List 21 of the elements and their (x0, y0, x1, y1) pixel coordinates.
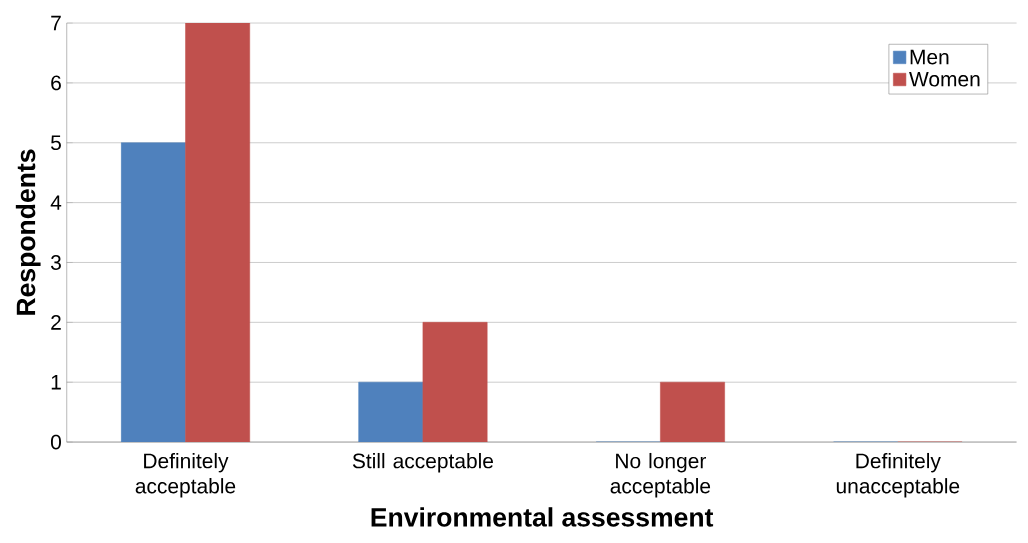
x-tick-label: Still acceptable (352, 453, 493, 473)
x-tick-label: No longer acceptable (610, 453, 711, 498)
bar (660, 382, 725, 443)
y-tick-label: 5 (51, 135, 61, 151)
y-tick-label: 3 (50, 255, 61, 271)
legend-label: Women (909, 72, 980, 87)
bar (120, 142, 186, 443)
x-tick-label: Definitely unacceptable (836, 453, 960, 498)
bar (185, 23, 251, 443)
y-tick-label: 1 (51, 375, 61, 390)
bar (422, 322, 488, 443)
y-tick-label: 4 (50, 195, 62, 211)
y-tick-label: 6 (51, 75, 61, 91)
x-tick-label: Definitely acceptable (135, 453, 236, 498)
x-axis-title: Environmental assessment (371, 507, 714, 527)
bar (358, 382, 424, 443)
legend-label: Men (910, 50, 949, 65)
y-tick-label: 7 (51, 16, 61, 31)
y-tick-label: 2 (51, 315, 61, 330)
y-tick-label: 0 (50, 434, 61, 450)
y-axis-title: Respondents (15, 149, 41, 316)
